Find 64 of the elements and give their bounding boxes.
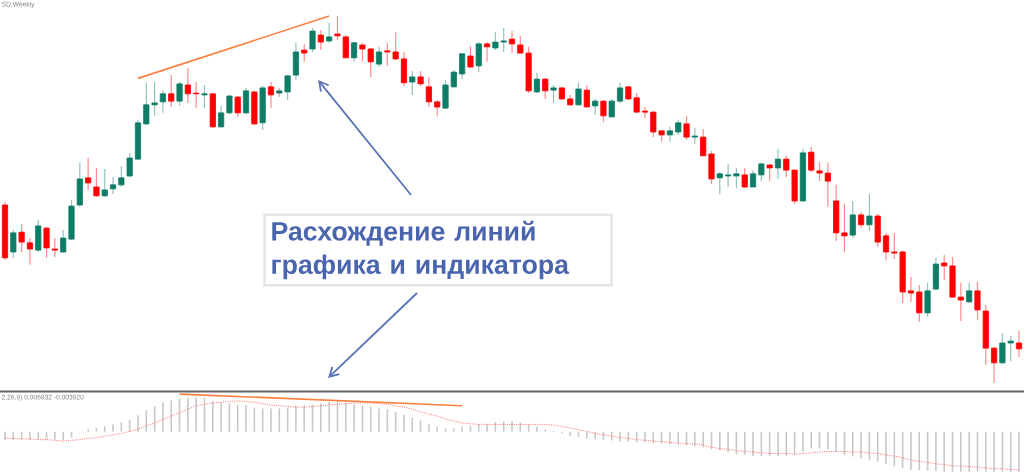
candlestick [916,284,923,323]
candlestick [267,81,275,109]
candlestick [966,282,973,304]
candlestick [484,41,491,63]
candlestick [317,29,324,51]
candlestick [409,70,416,96]
candlestick [882,232,890,261]
candlestick [184,67,191,104]
candlestick [218,105,225,129]
candlestick [101,168,108,198]
candlestick [26,237,33,266]
candlestick [400,51,408,87]
annotation: Расхождение линий графика и индикатора [272,220,570,280]
candlestick [475,41,482,73]
candlestick [193,81,200,109]
candlestick [168,74,175,108]
candlestick [700,128,707,157]
candlestick [10,229,17,259]
candlestick [866,193,873,232]
candlestick [683,115,690,141]
candlestick [442,79,449,110]
candlestick [459,52,466,80]
candlestick [292,42,299,81]
candlestick [849,200,856,239]
candlestick [93,167,100,198]
candlestick [691,127,698,145]
candlestick [575,82,582,107]
candlestick [508,30,516,54]
candlestick [118,165,125,188]
candlestick [824,162,831,208]
candlestick [542,77,549,100]
candlestick [51,237,58,258]
candlestick [242,87,250,115]
candlestick [351,41,358,63]
candlestick [159,90,166,114]
candlestick [342,34,349,59]
candlestick [666,126,673,143]
candlestick [425,76,432,108]
candlestick [774,148,782,180]
candlestick [1015,330,1023,358]
candlestick [617,82,624,104]
candlestick [907,276,915,303]
candlestick [641,106,649,119]
candlestick [841,203,848,253]
candlestick [109,176,117,195]
candlestick [725,163,732,188]
candlestick [957,282,964,322]
candlestick [592,98,599,116]
candlestick [600,99,607,123]
candlestick [334,15,341,41]
candlestick [176,81,183,107]
candlestick [43,226,50,259]
candlestick [18,223,25,253]
candlestick [126,152,133,178]
candlestick [201,84,208,109]
candlestick [309,27,316,53]
candlestick [991,346,998,384]
candlestick [326,22,333,44]
candlestick [583,84,590,108]
candlestick [924,282,931,318]
candlestick [733,167,740,189]
candlestick [375,46,383,68]
candlestick [85,157,92,191]
candlestick [716,171,723,195]
